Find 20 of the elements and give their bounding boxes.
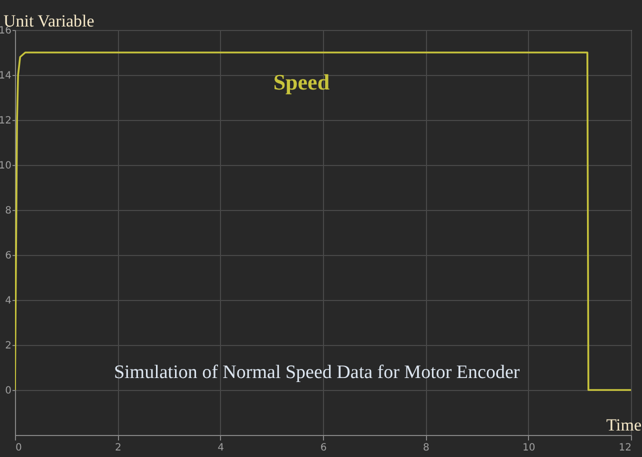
annotation: Simulation of Normal Speed Data for Motor Encoder — [114, 362, 520, 384]
y-tick-label: 10 — [0, 160, 12, 172]
x-tick-label: 12 — [618, 442, 632, 454]
x-tick-label: 2 — [114, 442, 122, 454]
y-tick-label: 8 — [5, 206, 12, 216]
y-tick-label: 2 — [5, 340, 12, 352]
y-tick-label: 14 — [0, 70, 12, 82]
y-tick-label: 0 — [5, 386, 12, 396]
x-tick-label: 10 — [522, 442, 536, 454]
x-tick-label: 4 — [218, 442, 224, 454]
y-tick-label: 6 — [5, 250, 12, 262]
y-tick-label: 4 — [5, 296, 12, 306]
series-label: Speed — [273, 70, 330, 95]
x-tick-label: 0 — [16, 442, 22, 454]
y-tick-label: 16 — [0, 26, 12, 36]
line-series — [15, 52, 631, 391]
x-axis-title: Time — [606, 416, 642, 434]
x-tick-label: 6 — [320, 442, 327, 454]
y-tick-label: 12 — [0, 116, 12, 126]
x-tick-label: 8 — [422, 442, 430, 454]
